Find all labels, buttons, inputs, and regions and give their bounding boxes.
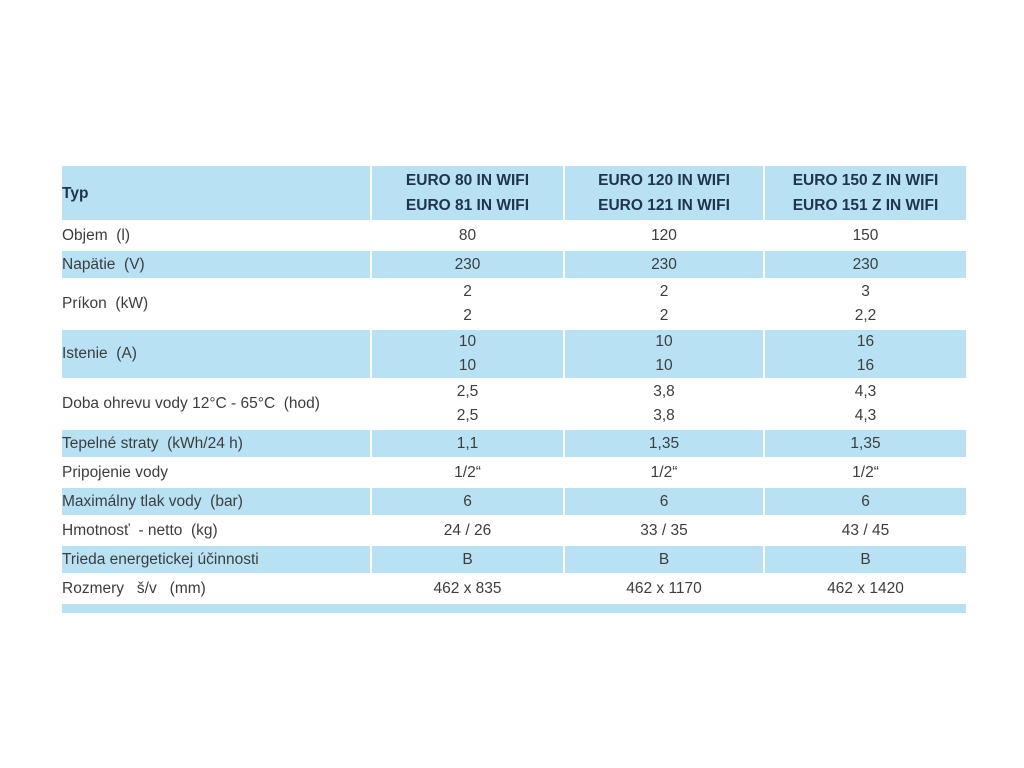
cell-value: 150 (852, 226, 879, 244)
cell-value: 10 10 (565, 330, 765, 378)
cell-value: B (765, 546, 966, 573)
cell-value: B (372, 546, 565, 573)
row-label: Napätie (V) (62, 251, 372, 278)
cell-value: 2,5 2,5 (372, 380, 565, 428)
cell-value: 43 / 45 (841, 521, 890, 539)
cell-value: 230 (565, 251, 765, 278)
row-label: Hmotnosť - netto (kg) (62, 517, 372, 544)
cell-value: 33 / 35 (565, 517, 765, 544)
cell-value: 6 (565, 488, 765, 515)
cell-value: 230 (372, 251, 565, 278)
table-row: Maximálny tlak vody (bar) 6 6 6 (62, 488, 966, 515)
cell-value: 3 2,2 (854, 283, 877, 324)
table-row: Príkon (kW) 2 2 2 2 3 2,2 (62, 280, 966, 328)
cell-value: 462 x 835 (372, 575, 565, 602)
row-label: Príkon (kW) (62, 280, 372, 328)
header-col-euro-150: EURO 150 Z IN WIFI EURO 151 Z IN WIFI (765, 166, 966, 220)
cell-value: 1,35 (565, 430, 765, 457)
table-header-row: Typ EURO 80 IN WIFI EURO 81 IN WIFI EURO… (62, 166, 966, 220)
table-row: Trieda energetickej účinnosti B B B (62, 546, 966, 573)
footer-strip-cell (62, 604, 966, 613)
row-label: Istenie (A) (62, 330, 372, 378)
cell-value: 1,35 (765, 430, 966, 457)
table-footer-strip (62, 604, 966, 613)
cell-value: 1/2“ (565, 459, 765, 486)
table-row: Pripojenie vody 1/2“ 1/2“ 1/2“ (62, 459, 966, 486)
cell-value: 2 2 (565, 280, 765, 328)
cell-value: 230 (765, 251, 966, 278)
cell-value: 3,8 3,8 (565, 380, 765, 428)
table-row: Doba ohrevu vody 12°C - 65°C (hod) 2,5 2… (62, 380, 966, 428)
cell-value: 2 2 (372, 280, 565, 328)
header-col-euro-80: EURO 80 IN WIFI EURO 81 IN WIFI (372, 166, 565, 220)
cell-value: 462 x 1170 (565, 575, 765, 602)
cell-value: 1/2“ (372, 459, 565, 486)
cell-value: 462 x 1420 (827, 579, 904, 597)
cell-value: 120 (565, 222, 765, 249)
cell-value: 4,3 4,3 (854, 383, 877, 424)
row-label: Doba ohrevu vody 12°C - 65°C (hod) (62, 380, 372, 428)
header-label-typ: Typ (62, 166, 372, 220)
cell-value: 24 / 26 (372, 517, 565, 544)
row-label: Rozmery š/v (mm) (62, 575, 372, 602)
table-row: Hmotnosť - netto (kg) 24 / 26 33 / 35 43… (62, 517, 966, 544)
cell-value: 80 (372, 222, 565, 249)
table-row: Istenie (A) 10 10 10 10 16 16 (62, 330, 966, 378)
cell-value: 16 16 (765, 330, 966, 378)
row-label: Objem (l) (62, 222, 372, 249)
table-row: Objem (l) 80 120 150 (62, 222, 966, 249)
table-row: Rozmery š/v (mm) 462 x 835 462 x 1170 46… (62, 575, 966, 602)
cell-value: 1/2“ (852, 463, 879, 481)
row-label: Pripojenie vody (62, 459, 372, 486)
header-col-euro-120: EURO 120 IN WIFI EURO 121 IN WIFI (565, 166, 765, 220)
row-label: Trieda energetickej účinnosti (62, 546, 372, 573)
table-row: Tepelné straty (kWh/24 h) 1,1 1,35 1,35 (62, 430, 966, 457)
cell-value: 6 (372, 488, 565, 515)
spec-table: Typ EURO 80 IN WIFI EURO 81 IN WIFI EURO… (62, 164, 966, 615)
row-label: Tepelné straty (kWh/24 h) (62, 430, 372, 457)
cell-value: 10 10 (372, 330, 565, 378)
row-label: Maximálny tlak vody (bar) (62, 488, 372, 515)
cell-value: 1,1 (372, 430, 565, 457)
cell-value: B (565, 546, 765, 573)
cell-value: 6 (765, 488, 966, 515)
table-row: Napätie (V) 230 230 230 (62, 251, 966, 278)
